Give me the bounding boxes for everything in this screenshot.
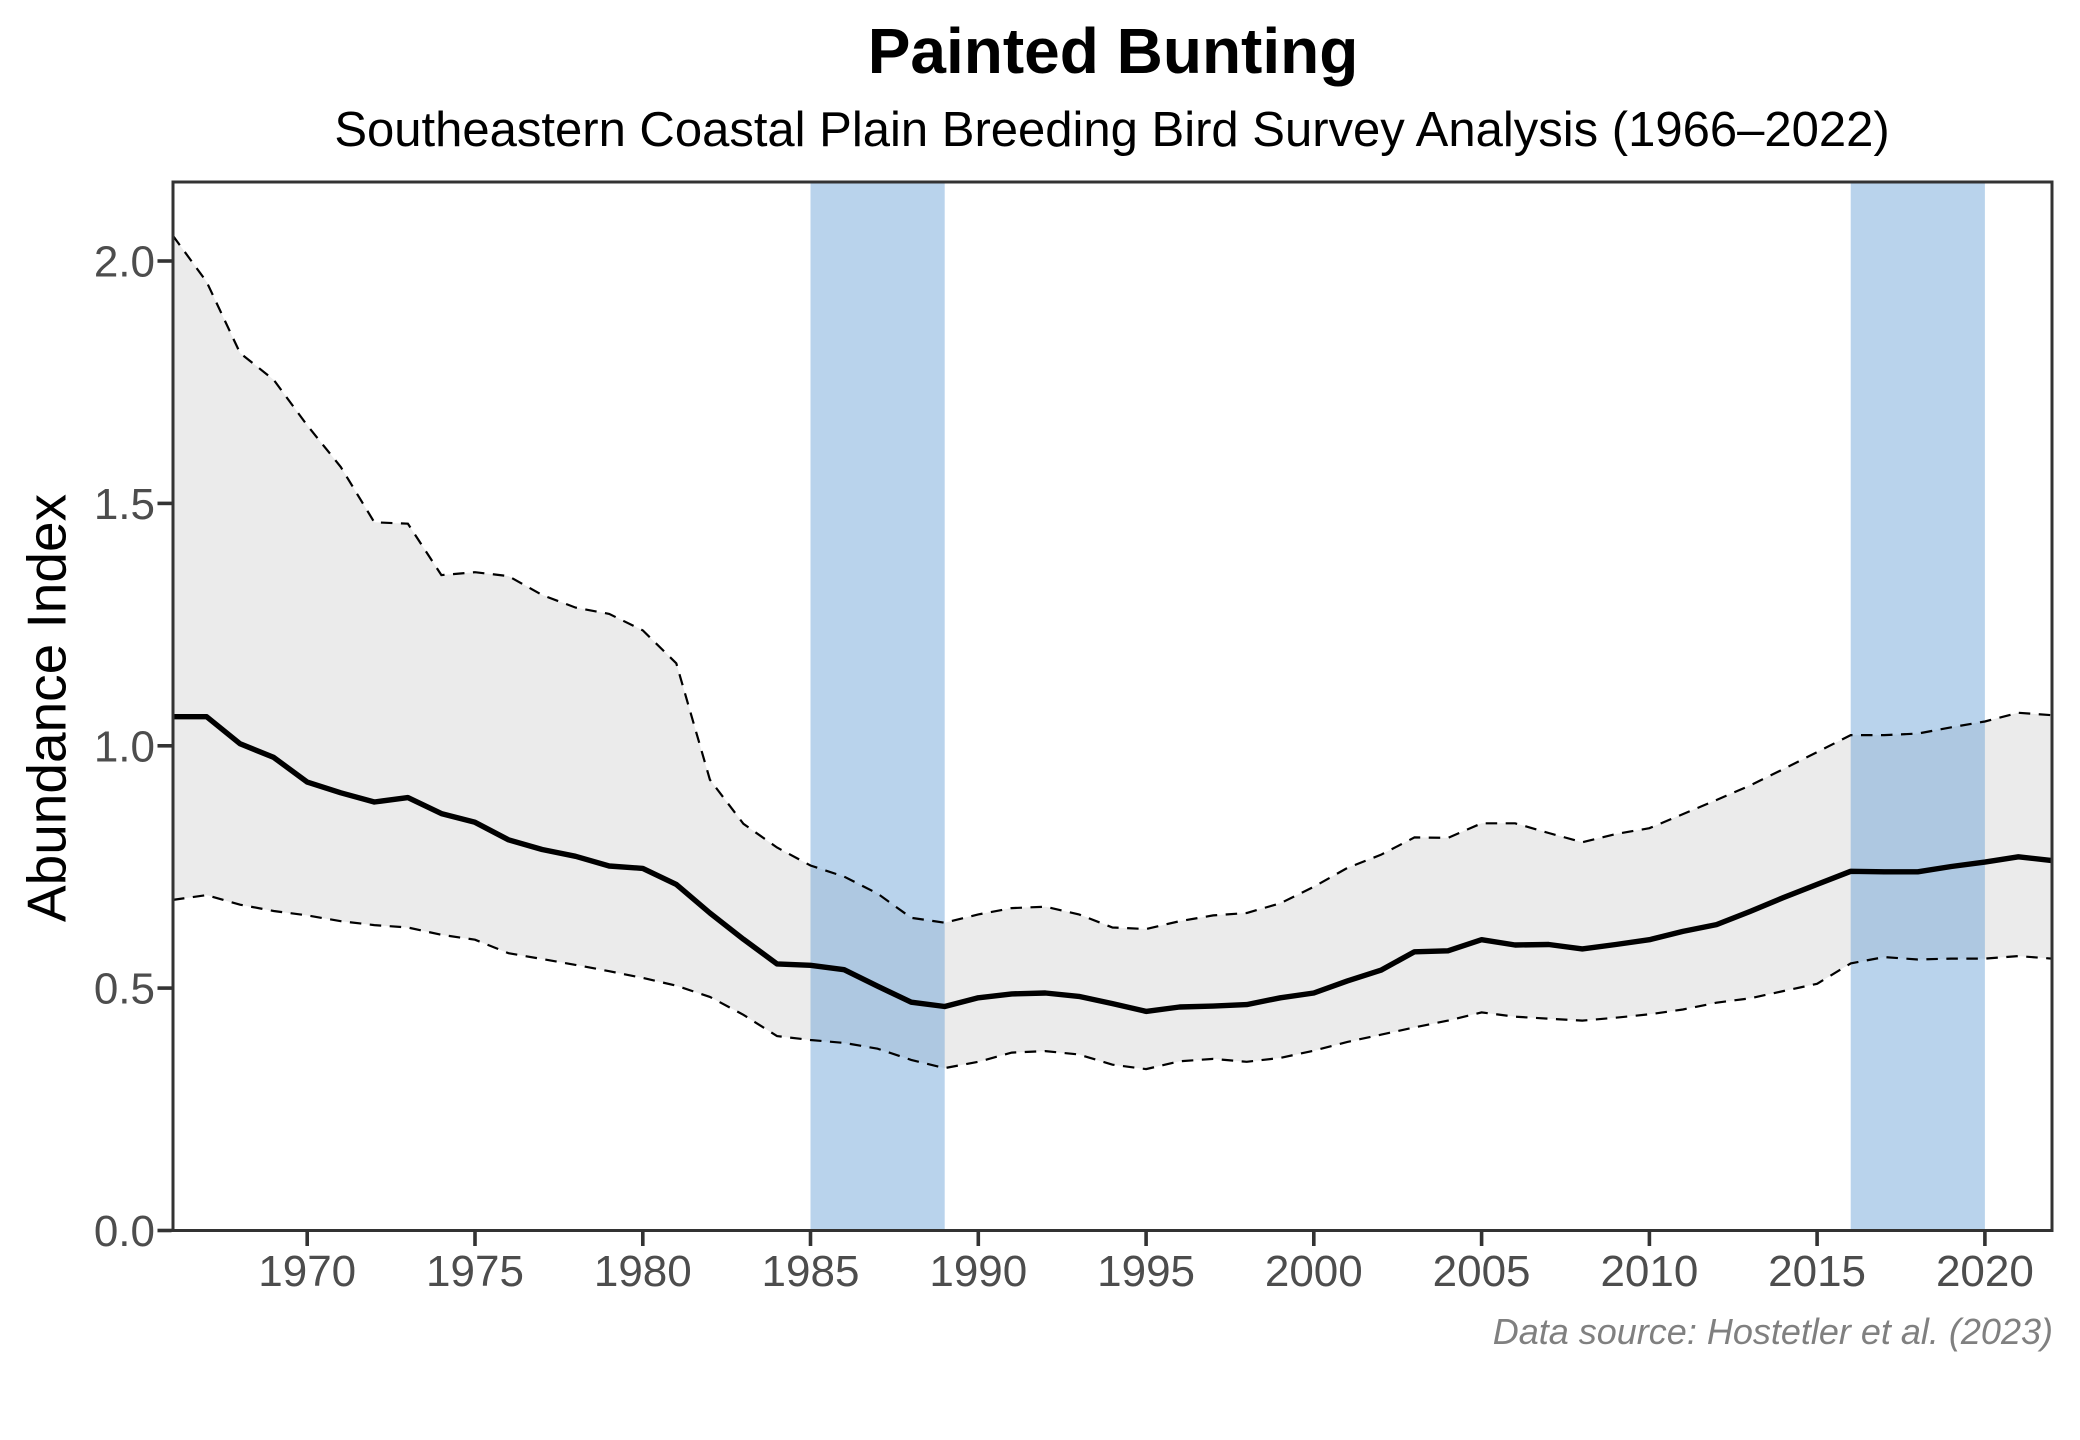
svg-text:2005: 2005 — [1433, 1247, 1531, 1296]
svg-text:2015: 2015 — [1768, 1247, 1866, 1296]
svg-text:1975: 1975 — [426, 1247, 524, 1296]
svg-text:Southeastern Coastal Plain Bre: Southeastern Coastal Plain Breeding Bird… — [334, 103, 1889, 157]
svg-text:2000: 2000 — [1265, 1247, 1363, 1296]
svg-text:2010: 2010 — [1600, 1247, 1698, 1296]
svg-text:0.5: 0.5 — [94, 965, 155, 1014]
svg-text:2020: 2020 — [1936, 1247, 2034, 1296]
svg-text:Painted Bunting: Painted Bunting — [868, 15, 1359, 87]
svg-text:0.0: 0.0 — [94, 1207, 155, 1256]
svg-text:2.0: 2.0 — [94, 238, 155, 287]
svg-text:Data source: Hostetler et al.: Data source: Hostetler et al. (2023) — [1493, 1311, 2053, 1352]
svg-text:1995: 1995 — [1097, 1247, 1195, 1296]
svg-text:1970: 1970 — [258, 1247, 356, 1296]
svg-text:1980: 1980 — [594, 1247, 692, 1296]
svg-text:1985: 1985 — [762, 1247, 860, 1296]
svg-text:1.0: 1.0 — [94, 722, 155, 771]
svg-text:1.5: 1.5 — [94, 480, 155, 529]
svg-text:Abundance Index: Abundance Index — [16, 494, 78, 922]
svg-text:1990: 1990 — [929, 1247, 1027, 1296]
